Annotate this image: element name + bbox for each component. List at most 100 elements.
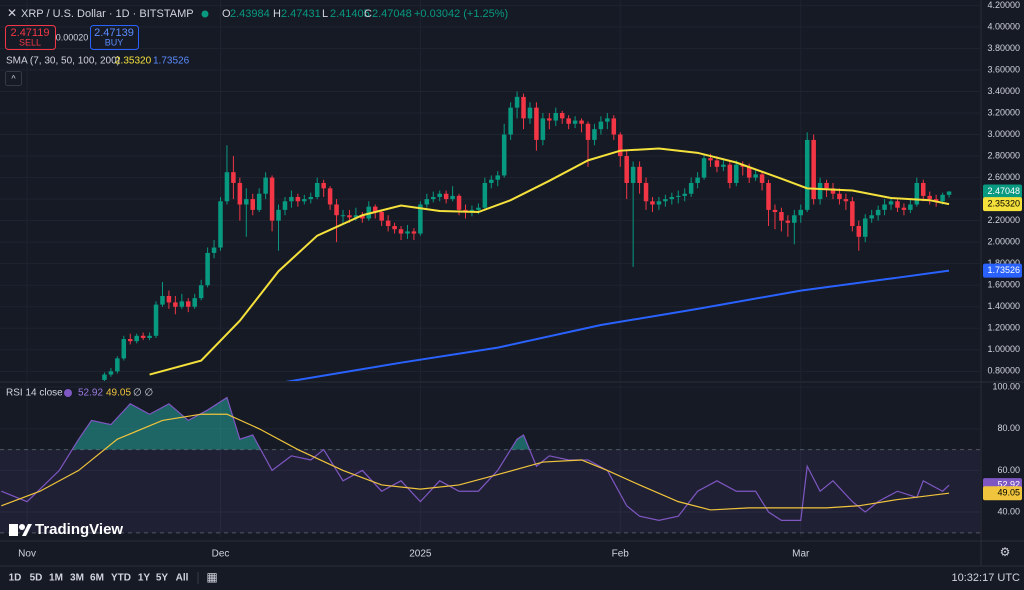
candle-body [108,371,114,375]
x-tick-label: Dec [212,549,230,560]
candle-body [559,113,565,119]
buy-label[interactable]: BUY [105,37,124,47]
toolbar: 1D 5D 1M 3M 6M YTD 1Y 5Y All [9,573,189,584]
y-tick-label: 3.20000 [987,107,1020,117]
collapse-button[interactable] [5,71,22,86]
candle-body [908,204,913,210]
candle-body [127,339,133,342]
candle-body [508,107,513,135]
rsi-icon [64,389,72,397]
candle-body [779,212,784,221]
candle-body [882,204,887,210]
candle-body [547,118,552,121]
candle-body [334,204,339,216]
x-tick-label: Nov [18,549,36,560]
buy-price[interactable]: 2.47139 [94,27,134,39]
sma-line [149,147,950,376]
candle-body [476,207,481,210]
price-badge-label: 2.47048 [987,186,1020,196]
candle-body [198,285,204,299]
time-axis: Nov Dec 2025 Feb Mar [18,549,810,560]
candle-body [353,215,359,218]
ohlc-value: 2.47048 [372,8,412,20]
candle-body [360,215,365,219]
range-button[interactable]: All [176,573,189,584]
sell-label[interactable]: SELL [19,37,41,47]
candle-body [482,182,488,208]
candle-body [218,201,223,248]
candle-body [250,199,255,210]
price-badge-label: 52.92 [997,480,1020,490]
sma-value: 1.73526 [153,56,190,67]
candle-body [418,204,423,234]
plot-area [0,396,980,534]
candle-body [617,134,623,157]
price-badge [983,263,1022,278]
candle-body [592,129,597,140]
y-tick-label: 3.80000 [987,43,1020,53]
candle-body [940,194,945,202]
price-badge-label: 49.05 [997,488,1020,498]
date-range-icon[interactable]: ▦ [206,570,217,584]
candle-body [734,164,739,183]
candle-body [727,164,733,183]
symbol-title: XRP / U.S. Dollar · 1D · BITSTAMP [21,8,194,20]
candle-body [160,295,165,305]
range-button[interactable]: 6M [90,573,104,584]
candle-body [695,177,700,183]
candle-body [669,196,675,200]
range-button[interactable]: 1M [49,573,63,584]
y-tick-label: 2.20000 [987,215,1020,225]
ohlc-key: C [364,8,372,20]
rsi-legend: RSI 14 close [6,388,63,399]
candle-body [192,298,197,307]
candle-body [437,193,442,197]
range-button[interactable]: 3M [70,573,84,584]
candle-body [682,193,687,196]
y-tick-label: 1.20000 [987,323,1020,333]
close-icon[interactable]: ✕ [7,6,17,20]
candle-body [205,252,210,286]
grid [0,0,980,537]
candle-body [153,304,159,336]
candle-body [630,166,636,183]
collapse-icon[interactable]: ^ [11,73,16,83]
x-tick-label: Feb [612,549,630,560]
range-button[interactable]: 5D [30,573,43,584]
rsi-ma-line [1,413,950,511]
sma-legend: SMA (7, 30, 50, 100, 200) [6,56,120,67]
settings-icon[interactable]: ⚙ [1000,545,1011,559]
range-button[interactable]: 5Y [156,573,169,584]
candle-body [701,158,707,178]
candle-body [244,199,249,205]
candle-body [385,220,391,227]
sell-price[interactable]: 2.47119 [11,27,50,39]
change: +0.03042 (+1.25%) [414,8,508,20]
candle-body [605,118,610,122]
y-tick-label: 2.80000 [987,150,1020,160]
candle-body [650,201,655,205]
candle-body [830,188,836,194]
candle-body [579,120,584,124]
y-tick-label: 2.60000 [987,172,1020,182]
candle-body [443,193,449,200]
y-tick-label: 40.00 [997,506,1020,516]
buy-button[interactable] [90,25,139,50]
y-tick-label: 1.80000 [987,258,1020,268]
candle-body [888,201,894,205]
candle-body [179,301,185,307]
sell-button[interactable] [5,25,56,50]
candle-body [624,156,629,183]
range-button[interactable]: 1D [9,573,22,584]
price-badge-label: 1.73526 [987,265,1020,275]
x-tick-label: 2025 [409,549,432,560]
range-button[interactable]: 1Y [138,573,151,584]
brand-logo: TradingView [9,521,123,538]
x-tick-label: Mar [792,549,810,560]
range-button[interactable]: YTD [111,573,131,584]
y-tick-label: 1.60000 [987,280,1020,290]
y-tick-label: 3.00000 [987,129,1020,139]
candle-body [521,96,526,119]
